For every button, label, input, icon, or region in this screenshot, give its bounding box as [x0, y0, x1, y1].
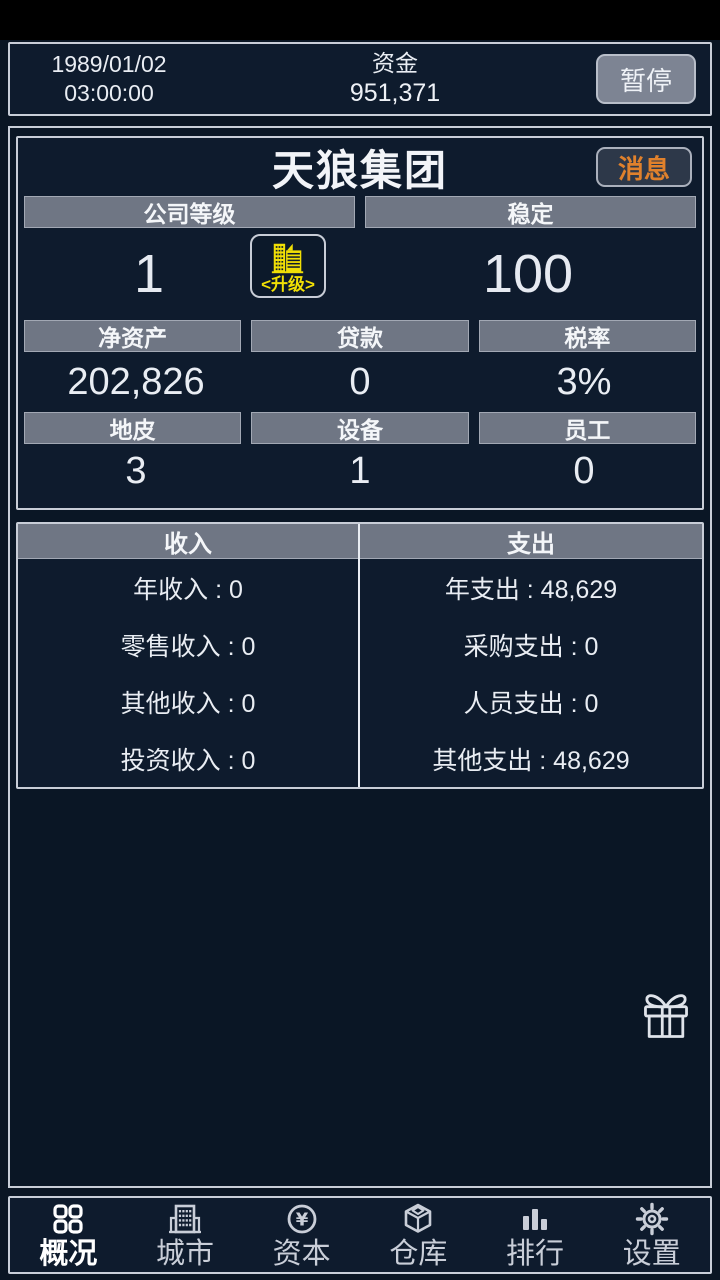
company-level-value: 1: [133, 244, 165, 304]
nav-item-settings[interactable]: 设置: [593, 1198, 710, 1272]
equipment-header: 设备: [251, 412, 469, 444]
company-headers-row2: 净资产 贷款 税率: [24, 320, 696, 352]
game-date: 1989/01/02: [51, 51, 167, 78]
company-panel: 天狼集团 消息 公司等级 稳定 1: [16, 136, 704, 510]
land-value: 3: [125, 449, 147, 492]
company-values-row1: 1: [24, 228, 696, 320]
equipment-value: 1: [349, 449, 371, 492]
gift-button[interactable]: [636, 988, 696, 1044]
gift-icon: [636, 988, 696, 1044]
expense-row-purchase: 采购支出 : 0: [463, 632, 599, 661]
stability-cell: 100: [360, 228, 696, 320]
nav-item-overview[interactable]: 概况: [10, 1198, 127, 1272]
company-values-row3: 3 1 0: [24, 444, 696, 498]
pause-button[interactable]: 暂停: [596, 54, 696, 104]
game-clock: 1989/01/02 03:00:00: [24, 50, 194, 108]
funds-value: 951,371: [349, 78, 441, 107]
content-frame: 天狼集团 消息 公司等级 稳定 1: [8, 126, 712, 1188]
company-headers-row1: 公司等级 稳定: [24, 196, 696, 228]
net-assets-header: 净资产: [24, 320, 242, 352]
net-assets-value: 202,826: [67, 360, 205, 403]
company-name: 天狼集团: [271, 146, 448, 194]
company-level-header: 公司等级: [24, 196, 355, 228]
bottom-nav: 概况 城市: [8, 1196, 712, 1274]
grid-icon: [50, 1201, 86, 1237]
expense-header: 支出: [360, 524, 702, 559]
gear-icon: [634, 1201, 670, 1237]
nav-label-settings: 设置: [622, 1238, 681, 1270]
company-headers-row3: 地皮 设备 员工: [24, 412, 696, 444]
stability-header: 稳定: [365, 196, 696, 228]
tax-rate-value: 3%: [556, 360, 612, 403]
nav-label-ranking: 排行: [506, 1238, 565, 1270]
expense-row-other: 其他支出 : 48,629: [432, 746, 630, 775]
box-icon: [400, 1201, 436, 1237]
expense-row-personnel: 人员支出 : 0: [463, 689, 599, 718]
nav-item-city[interactable]: 城市: [127, 1198, 244, 1272]
income-row-other: 其他收入 : 0: [120, 689, 256, 718]
expense-column: 支出 年支出 : 48,629 采购支出 : 0 人员支出 : 0 其他支出 :…: [360, 524, 702, 787]
nav-item-ranking[interactable]: 排行: [477, 1198, 594, 1272]
finance-panel: 收入 年收入 : 0 零售收入 : 0 其他收入 : 0 投资收入 : 0 支出…: [16, 522, 704, 789]
income-row-annual: 年收入 : 0: [133, 575, 243, 604]
game-time: 03:00:00: [64, 80, 154, 106]
top-bar: 1989/01/02 03:00:00 资金 951,371 暂停: [8, 42, 712, 116]
bar-chart-icon: [517, 1201, 553, 1237]
income-row-retail: 零售收入 : 0: [120, 632, 256, 661]
income-row-investment: 投资收入 : 0: [120, 746, 256, 775]
nav-label-city: 城市: [156, 1238, 215, 1270]
upgrade-button[interactable]: <升级>: [250, 234, 326, 298]
funds-label: 资金: [372, 50, 418, 76]
pause-button-label: 暂停: [619, 65, 672, 96]
land-header: 地皮: [24, 412, 242, 444]
status-bar: [0, 0, 720, 40]
nav-item-warehouse[interactable]: 仓库: [360, 1198, 477, 1272]
upgrade-button-label: <升级>: [261, 275, 315, 294]
content-spacer: [10, 789, 710, 1186]
nav-label-capital: 资本: [272, 1238, 331, 1270]
tax-rate-header: 税率: [478, 320, 696, 352]
company-level-cell: 1: [24, 228, 360, 320]
messages-button-label: 消息: [617, 153, 670, 184]
building-icon: [167, 1201, 203, 1237]
stability-value: 100: [482, 244, 574, 304]
employees-header: 员工: [478, 412, 696, 444]
employees-value: 0: [573, 449, 595, 492]
messages-button[interactable]: 消息: [596, 147, 692, 187]
loans-value: 0: [349, 360, 371, 403]
company-values-row2: 202,826 0 3%: [24, 352, 696, 412]
income-column: 收入 年收入 : 0 零售收入 : 0 其他收入 : 0 投资收入 : 0: [18, 524, 360, 787]
app-root: 1989/01/02 03:00:00 资金 951,371 暂停 天狼集团 消…: [0, 40, 720, 1280]
nav-item-capital[interactable]: ¥ 资本: [243, 1198, 360, 1272]
income-header: 收入: [18, 524, 358, 559]
funds-display: 资金 951,371: [194, 49, 596, 109]
nav-label-overview: 概况: [39, 1238, 98, 1270]
nav-label-warehouse: 仓库: [389, 1238, 448, 1270]
finance-table: 收入 年收入 : 0 零售收入 : 0 其他收入 : 0 投资收入 : 0 支出…: [18, 524, 702, 787]
building-upgrade-icon: [267, 239, 309, 277]
loans-header: 贷款: [251, 320, 469, 352]
svg-text:¥: ¥: [295, 1210, 308, 1231]
yen-circle-icon: ¥: [284, 1201, 320, 1237]
expense-row-annual: 年支出 : 48,629: [444, 575, 618, 604]
company-title-row: 天狼集团 消息: [18, 138, 702, 196]
